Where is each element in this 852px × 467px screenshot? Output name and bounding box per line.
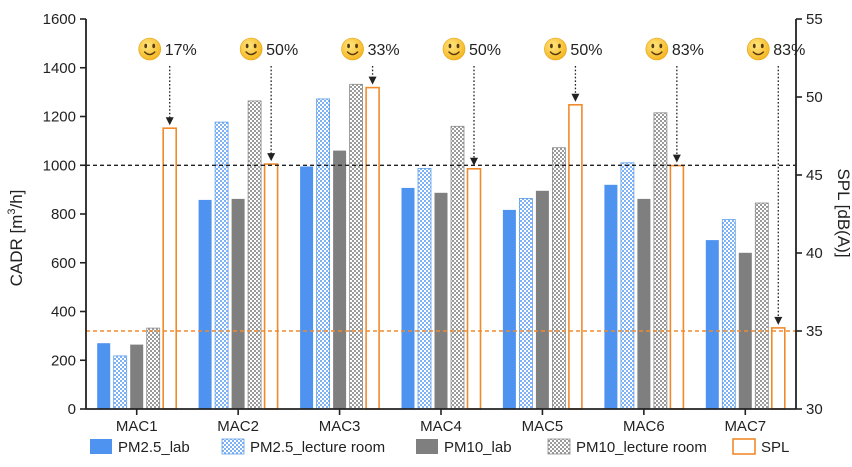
annotations: 17% 50% 33% 50% 50% 83% 83% <box>138 37 805 325</box>
x-tick-label: MAC3 <box>319 418 361 435</box>
y-tick-label: 400 <box>51 304 76 321</box>
y2-tick-label: 35 <box>806 323 823 340</box>
smiley-face-icon <box>138 37 162 61</box>
legend-label: PM10_lab <box>444 439 512 456</box>
bar-pm2-5-lab-mac6 <box>604 184 618 409</box>
x-tick-label: MAC1 <box>116 418 158 435</box>
legend-label: PM10_lecture room <box>576 439 707 456</box>
annotation-percent: 50% <box>469 42 501 59</box>
legend-swatch <box>221 438 245 455</box>
x-tick-label: MAC5 <box>522 418 564 435</box>
bar-pm10-lecture-room-mac3 <box>349 83 364 410</box>
bar-pm10-lecture-room-mac5 <box>552 147 566 410</box>
legend-item: SPL <box>732 438 789 456</box>
bar-pm10-lecture-room-mac4 <box>450 125 465 410</box>
legend-item: PM10_lab <box>416 439 512 456</box>
bar-pm10-lab-mac6 <box>637 198 651 409</box>
legend-swatch <box>416 439 438 454</box>
legend-item: PM2.5_lecture room <box>221 438 385 456</box>
bar-pm10-lab-mac3 <box>333 150 347 409</box>
y-tick-label: 600 <box>51 255 76 272</box>
legend-swatch <box>732 438 756 455</box>
y-axis-title: CADR [m3/h] <box>6 190 26 287</box>
bar-pm2-5-lab-mac1 <box>97 343 111 409</box>
plot-area <box>86 83 796 410</box>
y2-tick-label: 55 <box>806 11 823 28</box>
annotation-arrow <box>774 66 783 325</box>
bar-spl-mac7 <box>770 327 786 410</box>
legend-item: PM2.5_lab <box>90 439 190 456</box>
y2-tick-label: 50 <box>806 89 823 106</box>
x-tick-label: MAC4 <box>420 418 462 435</box>
annotation-percent: 33% <box>368 42 400 59</box>
annotation-arrow <box>672 66 681 163</box>
axes: 0 200 400 600 800 1000 1200 1400 1600 30 35 40 45 50 5… <box>43 11 823 435</box>
bar-spl-mac1 <box>162 127 177 410</box>
annotation-percent: 83% <box>672 42 704 59</box>
y2-tick-label: 40 <box>806 245 823 262</box>
bar-pm2-5-lecture-room-mac7 <box>721 219 736 410</box>
bar-pm10-lecture-room-mac1 <box>146 327 161 410</box>
bar-pm10-lab-mac5 <box>535 190 549 409</box>
y-tick-label: 1600 <box>43 11 76 28</box>
y2-tick-label: 30 <box>806 401 823 418</box>
smiley-face-icon <box>341 37 364 61</box>
annotation-arrow <box>571 66 580 102</box>
y2-axis-label: SPL [dB(A)] <box>834 168 852 257</box>
legend-label: PM2.5_lab <box>118 439 190 456</box>
bar-pm2-5-lab-mac2 <box>198 199 212 409</box>
x-tick-label: MAC7 <box>724 418 766 435</box>
x-tick-label: MAC6 <box>623 418 665 435</box>
smiley-face-icon <box>544 37 567 61</box>
annotation-arrow <box>165 66 174 126</box>
annotation-arrow <box>267 66 276 162</box>
x-tick-label: MAC2 <box>217 418 259 435</box>
bar-pm2-5-lab-mac5 <box>502 209 516 409</box>
legend-item: PM10_lecture room <box>547 438 707 456</box>
legend-label: SPL <box>761 439 789 456</box>
bar-pm10-lecture-room-mac7 <box>754 202 769 410</box>
bar-pm2-5-lab-mac7 <box>705 240 719 409</box>
bar-pm2-5-lab-mac3 <box>300 166 314 409</box>
annotation-percent: 17% <box>165 42 197 59</box>
bar-pm2-5-lecture-room-mac5 <box>519 197 533 410</box>
bar-pm2-5-lecture-room-mac1 <box>113 355 128 410</box>
bar-pm10-lab-mac1 <box>130 344 144 409</box>
annotation-percent: 83% <box>773 42 805 59</box>
y-tick-label: 1200 <box>43 109 76 126</box>
bar-pm2-5-lab-mac4 <box>401 187 415 409</box>
legend-swatch <box>547 438 571 455</box>
bar-pm10-lecture-room-mac2 <box>247 100 262 410</box>
smiley-face-icon <box>239 37 263 61</box>
y-axis-label: CADR [m3/h] <box>6 190 26 287</box>
y-tick-label: 200 <box>51 352 76 369</box>
annotation-percent: 50% <box>570 42 602 59</box>
y-tick-label: 1400 <box>43 60 76 77</box>
bar-pm2-5-lecture-room-mac4 <box>417 167 432 410</box>
bar-pm10-lecture-room-mac6 <box>653 112 668 410</box>
legend-swatch <box>90 439 112 454</box>
y-tick-label: 0 <box>68 401 76 418</box>
y-tick-label: 800 <box>51 206 76 223</box>
y-tick-label: 1000 <box>43 157 76 174</box>
bar-spl-mac2 <box>263 163 279 410</box>
bar-spl-mac4 <box>466 168 482 410</box>
annotation-arrow <box>470 66 478 166</box>
bar-spl-mac5 <box>568 104 583 410</box>
y2-tick-label: 45 <box>806 167 823 184</box>
bar-pm2-5-lecture-room-mac6 <box>620 162 635 410</box>
bar-pm10-lab-mac2 <box>231 198 245 409</box>
bar-spl-mac3 <box>365 86 380 410</box>
legend: PM2.5_lab PM2.5_lecture room PM10_lab PM10_… <box>90 438 789 456</box>
legend-label: PM2.5_lecture room <box>250 439 385 456</box>
bar-spl-mac6 <box>669 164 685 410</box>
annotation-arrow <box>368 66 377 85</box>
bar-pm2-5-lecture-room-mac3 <box>316 98 331 410</box>
smiley-face-icon <box>442 37 466 61</box>
bar-pm10-lab-mac4 <box>434 192 448 409</box>
annotation-percent: 50% <box>266 42 298 59</box>
smiley-face-icon <box>746 37 770 61</box>
smiley-face-icon <box>645 37 669 61</box>
